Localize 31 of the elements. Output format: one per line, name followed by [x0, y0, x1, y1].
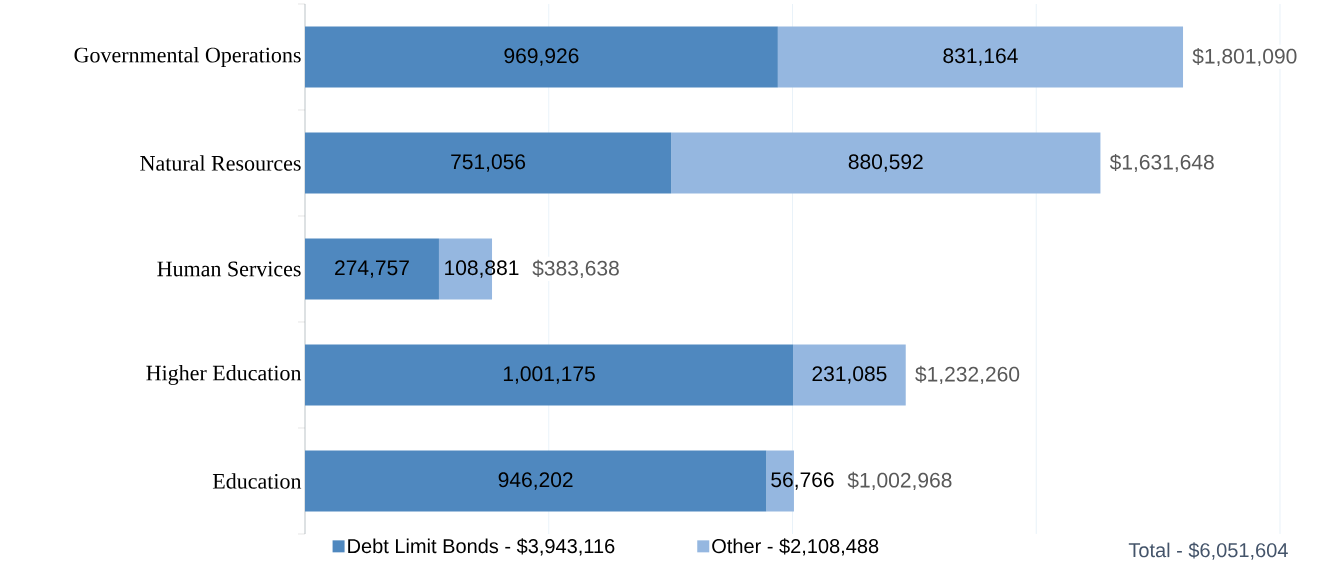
y-tick-label: Education [212, 473, 302, 489]
text: Total - $6,051,604 [1128, 542, 1288, 560]
data-label: 108,881 [445, 260, 519, 278]
total-label: $1,801,090 [1192, 47, 1297, 67]
total-label: $383,638 [532, 259, 619, 279]
data-label: 56,766 [771, 472, 834, 490]
data-label: 1,001,175 [503, 366, 595, 384]
bar [305, 238, 439, 300]
bar [305, 26, 778, 88]
data-label: 231,085 [812, 366, 887, 384]
data-label: 946,202 [498, 472, 573, 490]
legend-label: Other - $2,108,488 [712, 538, 879, 556]
total-label: $1,232,260 [915, 365, 1020, 385]
y-tick-label: Higher Education [146, 364, 302, 385]
y-tick-label: Governmental Operations [74, 47, 301, 67]
bar [305, 344, 794, 406]
bar [671, 132, 1101, 194]
data-label: 274,757 [335, 260, 409, 278]
y-tick-label: Human Services [157, 261, 301, 277]
y-tick-label: Natural Resources [140, 155, 301, 171]
data-label: 969,926 [504, 48, 579, 66]
bar [777, 26, 1184, 88]
bar [305, 450, 767, 512]
data-label: 880,592 [848, 154, 923, 172]
data-label: 751,056 [451, 154, 526, 172]
total-label: $1,631,648 [1109, 153, 1214, 173]
legend-label: Debt Limit Bonds - $3,943,116 [348, 538, 615, 556]
total-label: $1,002,968 [847, 471, 952, 491]
bar [305, 132, 672, 194]
bar [793, 344, 906, 406]
data-label: 831,164 [943, 48, 1018, 66]
